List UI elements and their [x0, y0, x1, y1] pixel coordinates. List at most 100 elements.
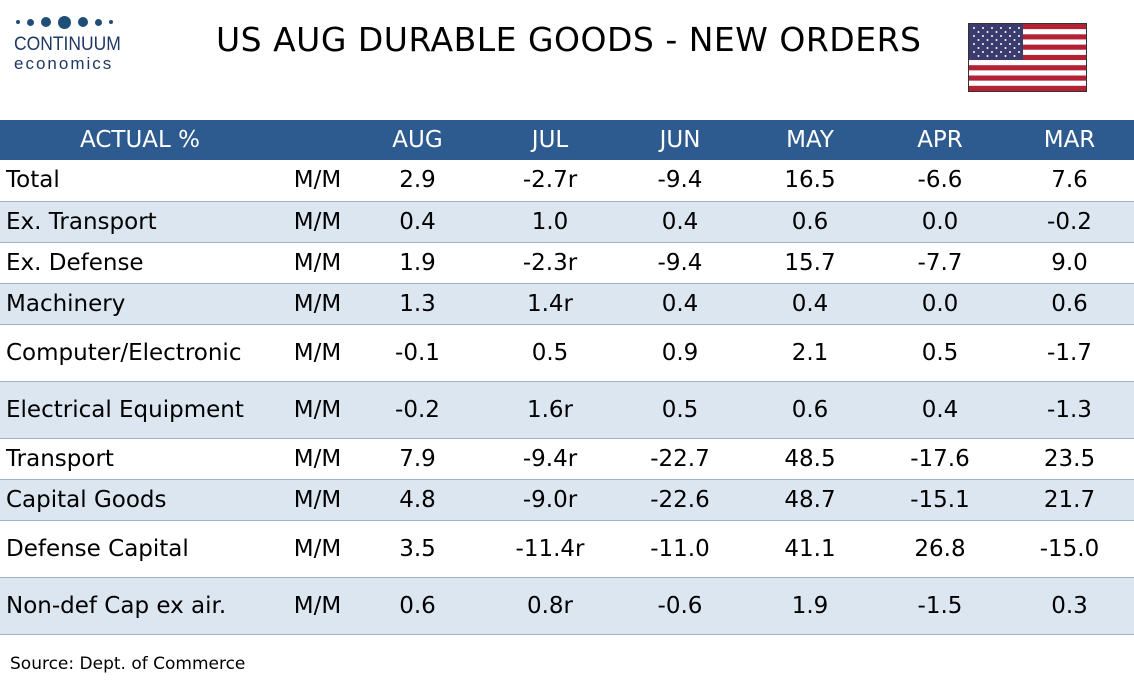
cell: -2.3r [485, 242, 615, 284]
cell: 1.4r [485, 283, 615, 325]
cell: -11.0 [615, 520, 745, 578]
cell: -22.6 [615, 479, 745, 521]
cell: 0.4 [745, 283, 875, 325]
cell: 0.4 [350, 201, 485, 243]
cell: 9.0 [1005, 242, 1134, 284]
cell: 0.8r [485, 577, 615, 635]
row-label: Computer/Electronic [0, 324, 285, 382]
cell: -2.7r [485, 160, 615, 202]
cell: -17.6 [875, 438, 1005, 480]
cell: -15.0 [1005, 520, 1134, 578]
cell: 0.0 [875, 201, 1005, 243]
cell: -11.4r [485, 520, 615, 578]
cell: 0.3 [1005, 577, 1134, 635]
header-jun: JUN [615, 120, 745, 160]
cell: 16.5 [745, 160, 875, 202]
row-label: Ex. Defense [0, 242, 285, 284]
row-unit: M/M [285, 201, 350, 243]
cell: 0.0 [875, 283, 1005, 325]
logo-name: CONTINUUM [14, 34, 121, 55]
header-may: MAY [745, 120, 875, 160]
cell: 21.7 [1005, 479, 1134, 521]
us-flag-icon [968, 23, 1087, 92]
row-label: Machinery [0, 283, 285, 325]
page-title: US AUG DURABLE GOODS - NEW ORDERS [216, 20, 922, 59]
logo-dots [14, 14, 144, 30]
header-mar: MAR [1005, 120, 1134, 160]
table-row: Ex. Transport M/M 0.4 1.0 0.4 0.6 0.0 -0… [0, 201, 1134, 243]
cell: 4.8 [350, 479, 485, 521]
cell: 26.8 [875, 520, 1005, 578]
row-unit: M/M [285, 577, 350, 635]
row-unit: M/M [285, 242, 350, 284]
cell: -22.7 [615, 438, 745, 480]
cell: 3.5 [350, 520, 485, 578]
continuum-logo: CONTINUUM economics [14, 14, 144, 84]
cell: 48.5 [745, 438, 875, 480]
row-unit: M/M [285, 381, 350, 439]
row-label: Defense Capital [0, 520, 285, 578]
cell: 0.5 [485, 324, 615, 382]
cell: -0.1 [350, 324, 485, 382]
cell: 0.4 [615, 283, 745, 325]
table-row: Computer/Electronic M/M -0.1 0.5 0.9 2.1… [0, 324, 1134, 382]
cell: 0.6 [745, 201, 875, 243]
cell: 7.9 [350, 438, 485, 480]
table-header-row: ACTUAL % AUG JUL JUN MAY APR MAR [0, 120, 1134, 160]
row-unit: M/M [285, 479, 350, 521]
table-row: Defense Capital M/M 3.5 -11.4r -11.0 41.… [0, 520, 1134, 578]
cell: 0.6 [350, 577, 485, 635]
table-row: Total M/M 2.9 -2.7r -9.4 16.5 -6.6 7.6 [0, 160, 1134, 202]
header-aug: AUG [350, 120, 485, 160]
cell: -1.3 [1005, 381, 1134, 439]
cell: 1.0 [485, 201, 615, 243]
row-unit: M/M [285, 283, 350, 325]
logo-subtitle: economics [14, 54, 114, 73]
table-row: Electrical Equipment M/M -0.2 1.6r 0.5 0… [0, 381, 1134, 439]
row-unit: M/M [285, 160, 350, 202]
table-row: Ex. Defense M/M 1.9 -2.3r -9.4 15.7 -7.7… [0, 242, 1134, 284]
table-row: Machinery M/M 1.3 1.4r 0.4 0.4 0.0 0.6 [0, 283, 1134, 325]
header-jul: JUL [485, 120, 615, 160]
table-row: Capital Goods M/M 4.8 -9.0r -22.6 48.7 -… [0, 479, 1134, 521]
cell: 0.6 [745, 381, 875, 439]
cell: -9.4 [615, 160, 745, 202]
table-row: Transport M/M 7.9 -9.4r -22.7 48.5 -17.6… [0, 438, 1134, 480]
cell: -9.0r [485, 479, 615, 521]
cell: 1.6r [485, 381, 615, 439]
cell: -6.6 [875, 160, 1005, 202]
cell: 0.6 [1005, 283, 1134, 325]
cell: -15.1 [875, 479, 1005, 521]
table-row: Non-def Cap ex air. M/M 0.6 0.8r -0.6 1.… [0, 577, 1134, 635]
row-label: Capital Goods [0, 479, 285, 521]
cell: 2.1 [745, 324, 875, 382]
row-label: Transport [0, 438, 285, 480]
cell: 0.5 [875, 324, 1005, 382]
cell: -9.4 [615, 242, 745, 284]
cell: 15.7 [745, 242, 875, 284]
header-label: ACTUAL % [0, 120, 285, 160]
cell: 0.4 [875, 381, 1005, 439]
cell: 2.9 [350, 160, 485, 202]
cell: -1.7 [1005, 324, 1134, 382]
row-label: Total [0, 160, 285, 202]
row-label: Ex. Transport [0, 201, 285, 243]
cell: 0.4 [615, 201, 745, 243]
row-unit: M/M [285, 438, 350, 480]
cell: -7.7 [875, 242, 1005, 284]
cell: -0.2 [350, 381, 485, 439]
cell: 41.1 [745, 520, 875, 578]
header-apr: APR [875, 120, 1005, 160]
source-note: Source: Dept. of Commerce [10, 654, 246, 674]
cell: 23.5 [1005, 438, 1134, 480]
cell: 48.7 [745, 479, 875, 521]
cell: 7.6 [1005, 160, 1134, 202]
durable-goods-table: ACTUAL % AUG JUL JUN MAY APR MAR Total M… [0, 120, 1134, 635]
cell: -9.4r [485, 438, 615, 480]
row-label: Electrical Equipment [0, 381, 285, 439]
cell: -0.2 [1005, 201, 1134, 243]
row-unit: M/M [285, 520, 350, 578]
row-label: Non-def Cap ex air. [0, 577, 285, 635]
header-unit [285, 120, 350, 160]
cell: -0.6 [615, 577, 745, 635]
